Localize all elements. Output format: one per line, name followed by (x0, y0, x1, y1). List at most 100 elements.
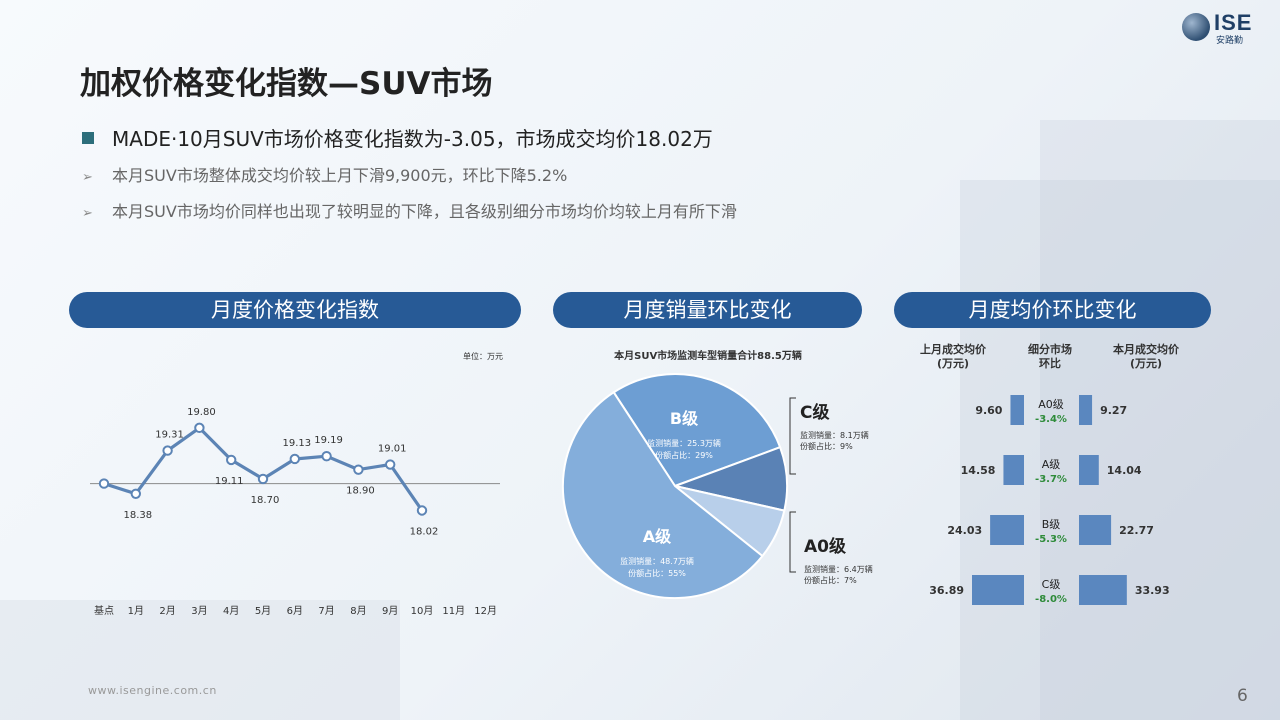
curr-price-bar (1079, 575, 1127, 605)
slice-name-label: C级 (800, 402, 829, 423)
slice-share-label: 份额占比：7% (804, 575, 857, 585)
sub-bullet-1: ➢ 本月SUV市场整体成交均价较上月下滑9,900元，环比下降5.2% (82, 162, 567, 186)
x-tick-label: 4月 (223, 605, 239, 617)
data-point (289, 453, 301, 465)
slice-name-label: A0级 (804, 536, 846, 557)
curr-price-header-text: 本月成交均价 (万元) (1113, 343, 1179, 370)
prev-price-bar (1003, 455, 1024, 485)
slice-share-label: 份额占比：29% (655, 450, 713, 460)
square-bullet-icon (82, 132, 94, 144)
x-tick-label: 12月 (474, 605, 497, 617)
prev-price-label: 14.58 (961, 464, 996, 477)
data-label: 18.38 (123, 510, 152, 521)
prev-price-bar (990, 515, 1024, 545)
prev-price-label: 9.60 (975, 404, 1002, 417)
slice-share-label: 份额占比：55% (628, 568, 686, 578)
data-point (385, 459, 396, 470)
curr-price-bar (1079, 515, 1112, 545)
data-label: 19.31 (155, 430, 184, 441)
data-label: 18.90 (346, 486, 375, 497)
data-point (226, 454, 237, 466)
change-label: -5.3% (1035, 534, 1067, 545)
section-header-volume: 月度销量环比变化 (553, 292, 862, 328)
prev-price-header-text: 上月成交均价 (万元) (920, 343, 986, 370)
curr-price-label: 14.04 (1107, 464, 1142, 477)
pie-slice (561, 390, 764, 600)
data-label: 19.19 (314, 435, 343, 446)
segment-label: C级 (1042, 578, 1061, 591)
sub-bullet-text: 本月SUV市场均价同样也出现了较明显的下降，且各级别细分市场均价均较上月有所下滑 (112, 202, 737, 221)
prev-price-bar (1010, 395, 1024, 425)
page-title: 加权价格变化指数—SUV市场 (80, 66, 493, 102)
slice-sales-label: 监测销量：48.7万辆 (620, 556, 694, 566)
x-tick-label: 7月 (318, 605, 334, 617)
company-logo: ISE 安路勤 (1182, 10, 1274, 46)
change-label: -3.4% (1035, 414, 1067, 425)
slice-name-label: A级 (643, 527, 672, 546)
callout-bracket (789, 397, 796, 475)
background-building-shape (960, 180, 1280, 720)
main-bullet: MADE·10月SUV市场价格变化指数为-3.05，市场成交均价18.02万 (82, 123, 713, 152)
logo-globe-icon (1182, 13, 1210, 41)
prev-price-label: 24.03 (947, 524, 982, 537)
x-tick-label: 基点 (94, 604, 114, 617)
data-point (321, 450, 332, 462)
x-tick-label: 2月 (159, 605, 175, 617)
logo-brand-text: ISE (1214, 10, 1253, 35)
sub-bullet-2: ➢ 本月SUV市场均价同样也出现了较明显的下降，且各级别细分市场均价均较上月有所下… (82, 198, 737, 222)
callout-bracket (789, 511, 796, 573)
unit-label: 单位：万元 (463, 352, 503, 361)
data-point (353, 464, 364, 475)
slice-name-label: B级 (670, 409, 699, 428)
page-number: 6 (1237, 686, 1248, 706)
section-header-price: 月度均价环比变化 (894, 292, 1211, 328)
x-tick-label: 5月 (255, 605, 271, 617)
x-tick-label: 11月 (442, 605, 465, 617)
curr-price-label: 33.93 (1135, 584, 1170, 597)
change-label: -8.0% (1035, 594, 1067, 605)
segment-label: A级 (1042, 458, 1061, 471)
x-tick-label: 1月 (128, 605, 144, 617)
slice-share-label: 份额占比：9% (800, 441, 853, 451)
slice-sales-label: 监测销量：6.4万辆 (804, 564, 873, 574)
x-tick-label: 9月 (382, 605, 398, 617)
sub-bullet-text: 本月SUV市场整体成交均价较上月下滑9,900元，环比下降5.2% (112, 166, 568, 185)
data-point (162, 445, 173, 456)
curr-price-label: 22.77 (1119, 524, 1154, 537)
arrow-bullet-icon: ➢ (82, 170, 93, 185)
pie-chart-title: 本月SUV市场监测车型销量合计88.5万辆 (614, 351, 802, 362)
data-label: 19.13 (282, 438, 311, 449)
data-point (416, 505, 428, 516)
prev-price-header: 上月成交均价 (万元) (908, 343, 998, 371)
segment-header: 细分市场 环比 (1005, 343, 1095, 371)
section-header-index: 月度价格变化指数 (69, 292, 521, 328)
curr-price-bar (1079, 455, 1099, 485)
x-tick-label: 10月 (411, 605, 434, 617)
x-tick-label: 8月 (350, 605, 366, 617)
footer-url: www.isengine.com.cn (88, 684, 217, 697)
x-tick-label: 3月 (191, 605, 207, 617)
x-tick-label: 6月 (287, 605, 303, 617)
price-index-line-chart: 18.38 19.31 19.80 19.11 18.70 19.13 19.19 18.90… (90, 407, 500, 617)
curr-price-header: 本月成交均价 (万元) (1101, 343, 1191, 371)
segment-label: A0级 (1038, 398, 1064, 411)
curr-price-label: 9.27 (1100, 404, 1127, 417)
segment-label: B级 (1042, 518, 1061, 531)
data-label: 19.80 (187, 407, 216, 418)
price-comparison-bar-chart: 9.60 9.27 A0级 -3.4% 14.58 14.04 A级 -3.7% 24.03 22… (929, 395, 1170, 605)
segment-header-text: 细分市场 环比 (1028, 343, 1072, 370)
prev-price-label: 36.89 (929, 584, 964, 597)
data-point (194, 422, 205, 434)
slice-sales-label: 监测销量：8.1万辆 (800, 430, 869, 440)
data-label: 18.02 (410, 527, 439, 538)
data-point (130, 488, 142, 499)
arrow-bullet-icon: ➢ (82, 206, 93, 221)
change-label: -3.7% (1035, 474, 1067, 485)
background-floor-shape (0, 600, 400, 720)
pie-slice (612, 373, 782, 488)
data-point (98, 478, 110, 489)
slice-sales-label: 监测销量：25.3万辆 (647, 438, 721, 448)
logo-sub-text: 安路勤 (1216, 36, 1244, 46)
data-label: 19.01 (378, 444, 407, 455)
